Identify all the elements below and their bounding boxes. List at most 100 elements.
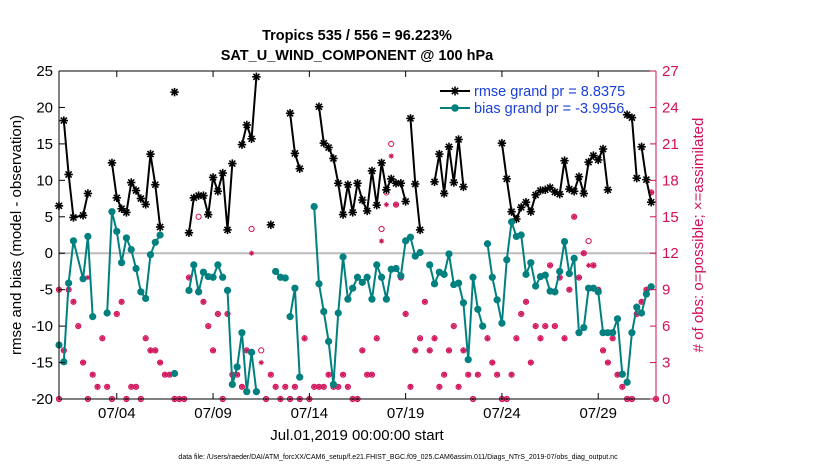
rmse-point [122, 208, 131, 217]
bias-point [84, 232, 92, 241]
y-left-tick-label: 20 [36, 99, 53, 116]
rmse-point [343, 180, 353, 189]
rmse-point [64, 170, 73, 179]
obs-assimilated-point [403, 311, 409, 317]
obs-assimilated-point [436, 384, 442, 390]
x-tick-label: 07/04 [98, 405, 136, 422]
bias-point [238, 329, 246, 337]
y-right-tick-label: 21 [662, 136, 679, 153]
rmse-point [569, 187, 579, 196]
rmse-point [637, 142, 646, 152]
bias-point [445, 250, 453, 258]
rmse-point [223, 225, 232, 235]
obs-assimilated-point [340, 372, 346, 378]
plot-background [59, 71, 656, 399]
obs-possible-point [388, 140, 395, 147]
bias-point [344, 295, 352, 303]
rmse-point [146, 149, 155, 159]
rmse-point [396, 179, 406, 188]
obs-assimilated-point [552, 323, 558, 329]
rmse-point [247, 134, 256, 143]
rmse-point [59, 116, 69, 125]
x-tick-label: 07/29 [579, 405, 617, 422]
rmse-series [54, 72, 656, 238]
bias-point [488, 273, 496, 281]
obs-assimilated-point [475, 372, 481, 378]
y-left-tick-label: 0 [45, 245, 53, 262]
bias-point [368, 295, 376, 303]
obs-assimilated-point [316, 384, 322, 390]
bias-line [62, 235, 94, 362]
bias-point [560, 237, 569, 246]
rmse-point [358, 195, 367, 205]
bias-point [397, 272, 405, 280]
rmse-point [454, 135, 463, 144]
x-tick-label: 07/14 [291, 405, 329, 422]
obs-assimilated-point [128, 384, 134, 390]
obs-assimilated-point [610, 335, 616, 341]
rmse-point [642, 175, 651, 184]
x-axis-label: Jul.01,2019 00:00:00 start [270, 427, 444, 444]
rmse-point [184, 228, 194, 238]
bias-point [252, 388, 260, 396]
obs-assimilated-point [566, 287, 572, 293]
rmse-point [594, 155, 603, 165]
bias-point [618, 370, 626, 378]
bias-point [594, 288, 602, 296]
rmse-point [141, 200, 150, 209]
rmse-line [240, 76, 258, 145]
rmse-point [372, 200, 381, 210]
obs-assimilated-point [248, 250, 255, 256]
obs-assimilated-point [518, 311, 524, 317]
obs-assimilated-point [282, 384, 288, 390]
bias-point [522, 270, 530, 278]
rmse-point [237, 140, 247, 149]
bias-point [296, 373, 304, 381]
bias-point [647, 283, 655, 291]
rmse-point [622, 110, 632, 119]
obs-assimilated-point [152, 347, 158, 354]
bias-point [199, 268, 208, 276]
obs-assimilated-point [374, 335, 380, 341]
bias-point [233, 363, 241, 371]
y-right-tick-label: 12 [662, 245, 679, 262]
bias-point [430, 280, 439, 288]
bias-point [349, 284, 357, 292]
bias-point [363, 273, 371, 281]
y-left-tick-label: 5 [45, 209, 53, 226]
obs-assimilated-point [605, 359, 611, 366]
rmse-point [411, 179, 420, 189]
bias-point [527, 259, 535, 267]
bias-point [440, 270, 448, 278]
obs-assimilated-point [581, 250, 587, 256]
bias-point [628, 329, 636, 337]
obs-assimilated-point [638, 299, 645, 305]
obs-assimilated-point [215, 311, 221, 317]
obs-assimilated-point [143, 335, 149, 341]
bias-point [633, 303, 641, 311]
rmse-point [199, 191, 208, 200]
obs-assimilated-point [561, 335, 568, 341]
rmse-point [560, 156, 569, 165]
rmse-point [555, 189, 564, 199]
bias-point [247, 348, 256, 356]
bias-point [507, 218, 516, 226]
obs-assimilated-point [585, 262, 592, 268]
rmse-point [170, 87, 179, 97]
obs-assimilated-point [104, 384, 110, 390]
bias-point [575, 329, 583, 337]
rmse-point [242, 120, 251, 130]
obs-assimilated-point [422, 299, 428, 305]
obs-assimilated-point [118, 299, 125, 305]
obs-assimilated-point [335, 384, 341, 390]
obs-assimilated-point [407, 384, 414, 390]
rmse-point [646, 198, 656, 207]
obs-assimilated-point [210, 347, 216, 354]
plot-area: 07/04 07/09 07/14 07/19 07/24 07/29 -20 -15 -10 -… [31, 63, 678, 422]
obs-assimilated-point [542, 323, 548, 329]
bias-point [156, 231, 164, 239]
obs-assimilated-point [528, 359, 534, 366]
bias-point [493, 296, 501, 304]
obs-assimilated-point [513, 335, 519, 341]
rmse-point [83, 189, 93, 198]
